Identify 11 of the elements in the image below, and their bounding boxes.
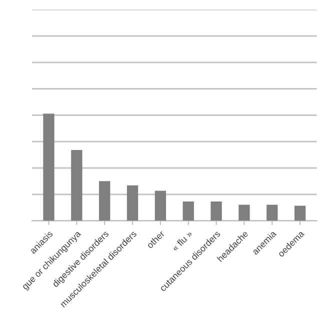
bar <box>294 206 306 221</box>
bar <box>182 202 194 221</box>
bar <box>238 204 250 221</box>
bar <box>43 114 54 221</box>
bar <box>71 150 82 221</box>
bar <box>154 190 166 221</box>
x-tick-label: « flu » <box>171 230 193 252</box>
bar <box>266 204 278 221</box>
bar <box>99 181 110 221</box>
bar <box>126 185 138 221</box>
bar <box>210 202 222 221</box>
